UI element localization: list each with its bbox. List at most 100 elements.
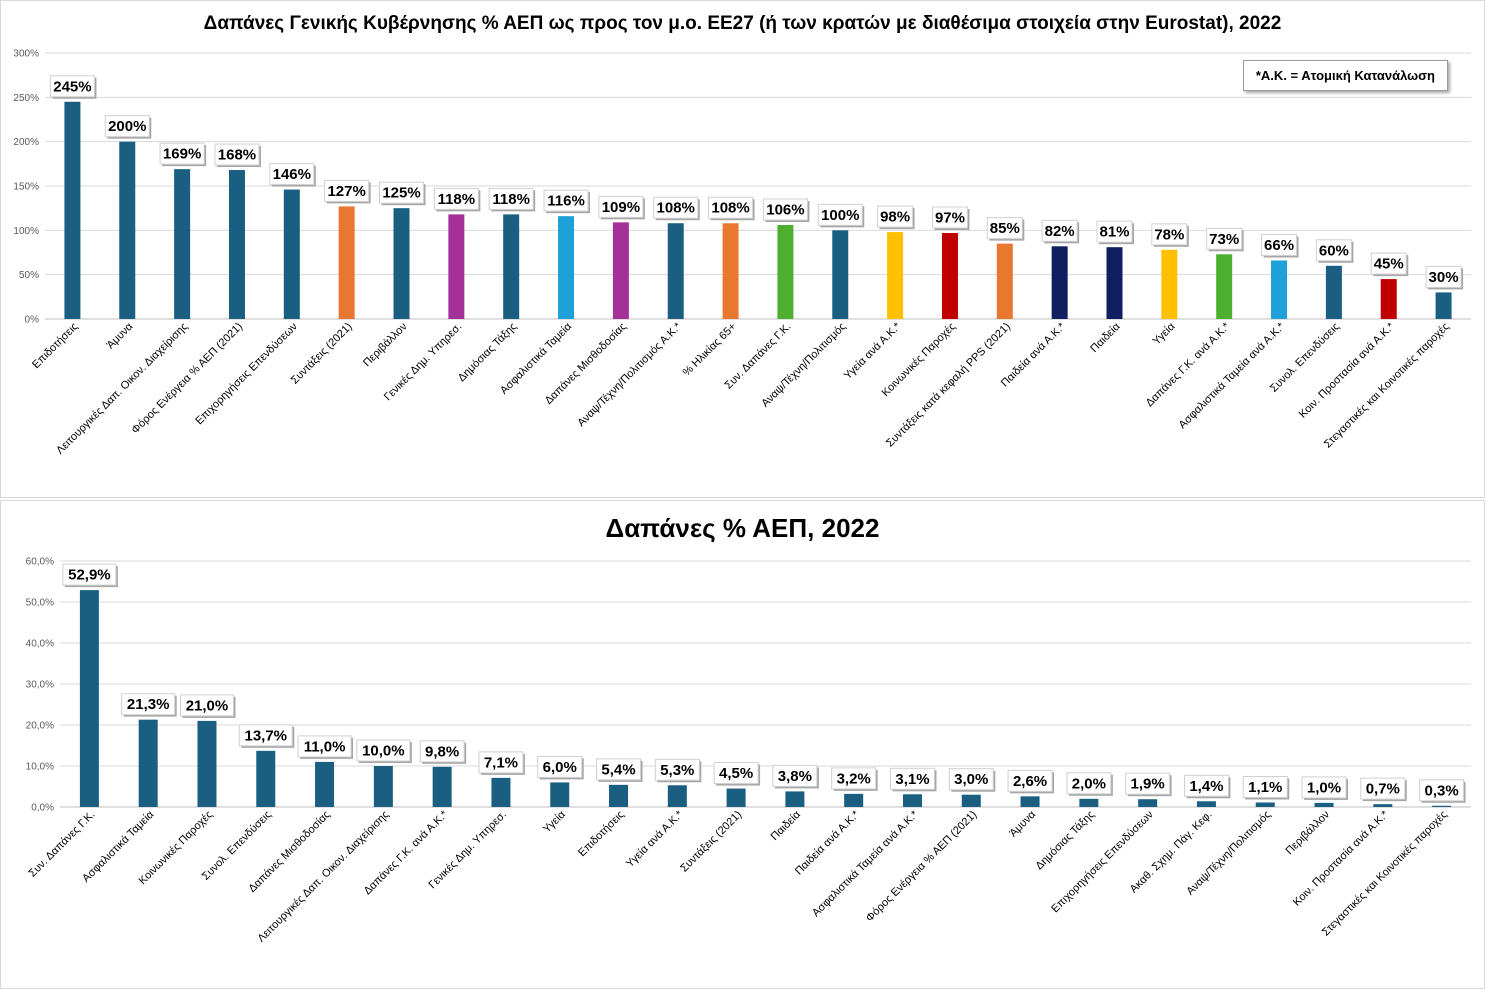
data-label-box	[104, 115, 150, 138]
data-label: 2,6%	[1013, 773, 1047, 790]
data-label-box	[433, 187, 479, 210]
data-label: 1,0%	[1307, 779, 1341, 796]
data-label-box	[1183, 774, 1229, 797]
data-label-box	[713, 762, 759, 785]
x-tick-label: Άμυνα	[1007, 808, 1038, 839]
y-tick-label: 250%	[13, 93, 39, 104]
data-label-box	[1425, 265, 1462, 288]
y-tick-label: 30,0%	[26, 680, 54, 691]
bar	[1255, 802, 1275, 807]
data-label-box	[179, 694, 234, 717]
chart-title: Δαπάνες Γενικής Κυβέρνησης % ΑΕΠ ως προς…	[203, 13, 1282, 34]
y-tick-label: 20,0%	[26, 721, 54, 732]
data-label: 13,7%	[244, 727, 287, 744]
bar	[1020, 796, 1040, 807]
chart-title: Δαπάνες % ΑΕΠ, 2022	[605, 513, 880, 543]
data-label-box	[1151, 223, 1188, 246]
x-tick-label: % Ηλικίας 65+	[681, 321, 739, 379]
data-label: 1,1%	[1248, 779, 1282, 796]
x-tick-label: Επιχορηγήσεις Επενδύσεων	[1049, 808, 1156, 915]
x-tick-label: Επιχορηγήσεις Επενδύσεων	[193, 320, 300, 427]
y-tick-label: 0,0%	[31, 803, 54, 814]
data-label: 116%	[547, 193, 585, 210]
bar	[844, 793, 864, 807]
data-label-box	[931, 206, 968, 229]
data-label: 45%	[1374, 256, 1404, 273]
data-label-box	[1125, 772, 1171, 795]
bar	[667, 223, 684, 319]
data-label: 9,8%	[425, 743, 459, 760]
data-label: 1,9%	[1131, 776, 1165, 793]
bar	[887, 232, 904, 319]
data-label: 0,3%	[1425, 782, 1459, 799]
data-label: 108%	[657, 200, 695, 217]
data-label: 146%	[273, 166, 311, 183]
bar	[1079, 798, 1099, 807]
x-tick-label: Αναψ/Τέχνη/Πολιτισμός Α.Κ.*	[575, 320, 684, 429]
data-label-box	[356, 739, 411, 762]
bar	[612, 222, 629, 319]
data-label: 100%	[821, 207, 859, 224]
bar	[448, 214, 465, 319]
bar	[1435, 292, 1452, 319]
bar	[503, 214, 520, 319]
data-label-box	[1206, 227, 1243, 250]
bar	[491, 777, 511, 807]
data-label-box	[1360, 777, 1406, 800]
data-label: 3,0%	[954, 771, 988, 788]
data-label: 66%	[1264, 237, 1294, 254]
data-label: 6,0%	[543, 759, 577, 776]
bar	[338, 206, 355, 319]
x-tick-label: Φόρος Ενέργεια % ΑΕΠ (2021)	[864, 809, 980, 925]
bar	[315, 761, 335, 807]
data-label-box	[1096, 220, 1133, 243]
data-label-box	[654, 758, 700, 781]
y-tick-label: 50,0%	[26, 598, 54, 609]
data-label: 30%	[1429, 269, 1459, 286]
y-tick-label: 300%	[13, 49, 39, 60]
data-label: 108%	[711, 200, 749, 217]
data-label: 10,0%	[362, 743, 405, 760]
bar	[941, 232, 958, 319]
data-label: 245%	[53, 78, 91, 95]
y-tick-label: 60,0%	[26, 557, 54, 568]
bar	[777, 225, 794, 319]
bar	[667, 785, 687, 807]
bar	[64, 101, 81, 320]
y-tick-label: 10,0%	[26, 762, 54, 773]
x-tick-label: Δημόσιας Τάξης	[456, 321, 520, 385]
data-label-box	[598, 195, 644, 218]
y-tick-label: 150%	[13, 182, 39, 193]
bar	[558, 216, 575, 319]
bar	[1314, 802, 1334, 807]
data-label: 81%	[1099, 224, 1129, 241]
bar	[902, 794, 922, 807]
data-label-box	[1066, 772, 1112, 795]
bar	[373, 766, 393, 807]
x-tick-label: Δημόσιας Τάξης	[1033, 809, 1097, 873]
bar	[1380, 279, 1397, 319]
data-label-box	[1007, 769, 1053, 792]
x-tick-label: Φόρος Ενέργεια % ΑΕΠ (2021)	[129, 321, 245, 437]
y-tick-label: 50%	[19, 270, 39, 281]
data-label: 97%	[935, 209, 965, 226]
bar	[283, 189, 300, 319]
data-label: 0,7%	[1366, 781, 1400, 798]
data-label-box	[269, 163, 315, 186]
data-label-box	[762, 198, 808, 221]
data-label: 3,1%	[895, 771, 929, 788]
x-tick-label: Ασφαλιστικά Ταμεία ανά Α.Κ.*	[810, 808, 921, 919]
data-label: 78%	[1154, 226, 1184, 243]
data-label-box	[831, 767, 877, 790]
bar	[1051, 246, 1068, 319]
data-label-box	[772, 764, 818, 787]
data-label-box	[324, 179, 370, 202]
data-label-box	[708, 196, 754, 219]
bar	[393, 208, 410, 319]
data-label: 52,9%	[68, 567, 111, 584]
bar	[174, 169, 191, 319]
x-tick-label: Υγεία ανά Α.Κ.*	[842, 320, 904, 382]
bar	[609, 784, 629, 807]
data-label: 5,4%	[601, 761, 635, 778]
bar	[138, 719, 158, 807]
